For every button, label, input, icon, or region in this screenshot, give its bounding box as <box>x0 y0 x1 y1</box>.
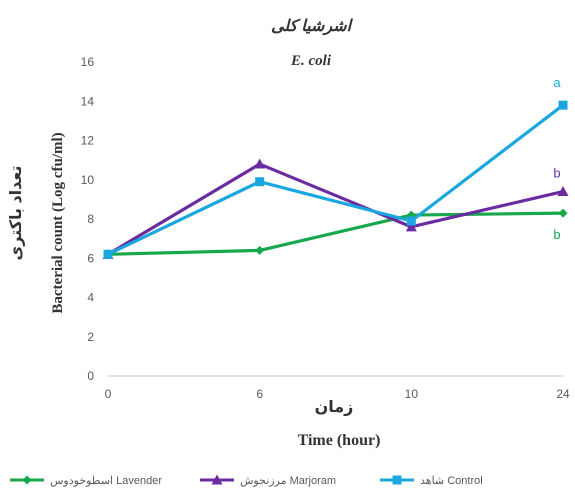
y-tick-label: 6 <box>87 251 94 265</box>
legend-label: اسطوخودوس Lavender <box>50 475 162 487</box>
series-1 <box>102 158 569 259</box>
data-point <box>254 158 266 169</box>
y-tick-label: 4 <box>87 291 94 305</box>
y-tick-label: 8 <box>87 212 94 226</box>
significance-letter: b <box>553 166 560 181</box>
legend-marker <box>392 475 402 485</box>
data-point <box>558 100 568 110</box>
significance-letter: b <box>553 227 560 242</box>
data-point <box>557 186 569 197</box>
y-tick-label: 10 <box>81 173 95 187</box>
x-axis-label-persian: زمان <box>315 399 354 416</box>
series-line <box>107 162 564 256</box>
data-point <box>558 208 568 218</box>
legend-label: شاهد Control <box>420 475 483 487</box>
y-tick-label: 16 <box>81 55 95 69</box>
legend-marker <box>211 474 223 485</box>
legend-marker <box>22 475 32 485</box>
y-axis-label: Bacterial count (Log cfu/ml) <box>50 132 66 313</box>
legend-label: مرزنجوش Marjoram <box>240 475 336 487</box>
x-axis-label: Time (hour) <box>298 432 381 449</box>
significance-letter: a <box>553 75 561 90</box>
series-line <box>107 211 564 256</box>
data-point <box>406 216 416 226</box>
data-point <box>405 221 417 232</box>
legend-item: اسطوخودوس Lavender <box>10 475 162 487</box>
legend-item: شاهد Control <box>380 475 483 487</box>
x-tick-label: 24 <box>556 387 570 401</box>
y-axis-ticks: 0 2 4 6 8 10 12 14 16 <box>81 55 95 383</box>
series-line <box>107 103 564 256</box>
x-tick-label: 6 <box>256 387 263 401</box>
x-tick-label: 0 <box>105 387 112 401</box>
x-axis-ticks: 0 6 10 24 <box>105 387 570 401</box>
y-tick-label: 14 <box>81 94 95 108</box>
y-tick-label: 2 <box>87 330 94 344</box>
y-axis-label-persian: تعداد باکتری <box>8 166 25 261</box>
series-2 <box>103 100 568 259</box>
annotations: b b a <box>553 75 561 242</box>
x-tick-label: 10 <box>405 387 419 401</box>
chart-title: E. coli <box>290 53 332 69</box>
legend-item: مرزنجوش Marjoram <box>200 474 336 487</box>
data-point <box>103 249 113 259</box>
chart-title-persian: اشرشیا کلی <box>271 18 354 36</box>
series-layer <box>102 100 569 259</box>
y-tick-label: 12 <box>81 134 95 148</box>
legend: اسطوخودوس Lavender مرزنجوش Marjoram شاهد C… <box>10 474 483 487</box>
y-tick-label: 0 <box>87 369 94 383</box>
data-point <box>255 245 265 255</box>
data-point <box>255 177 265 187</box>
